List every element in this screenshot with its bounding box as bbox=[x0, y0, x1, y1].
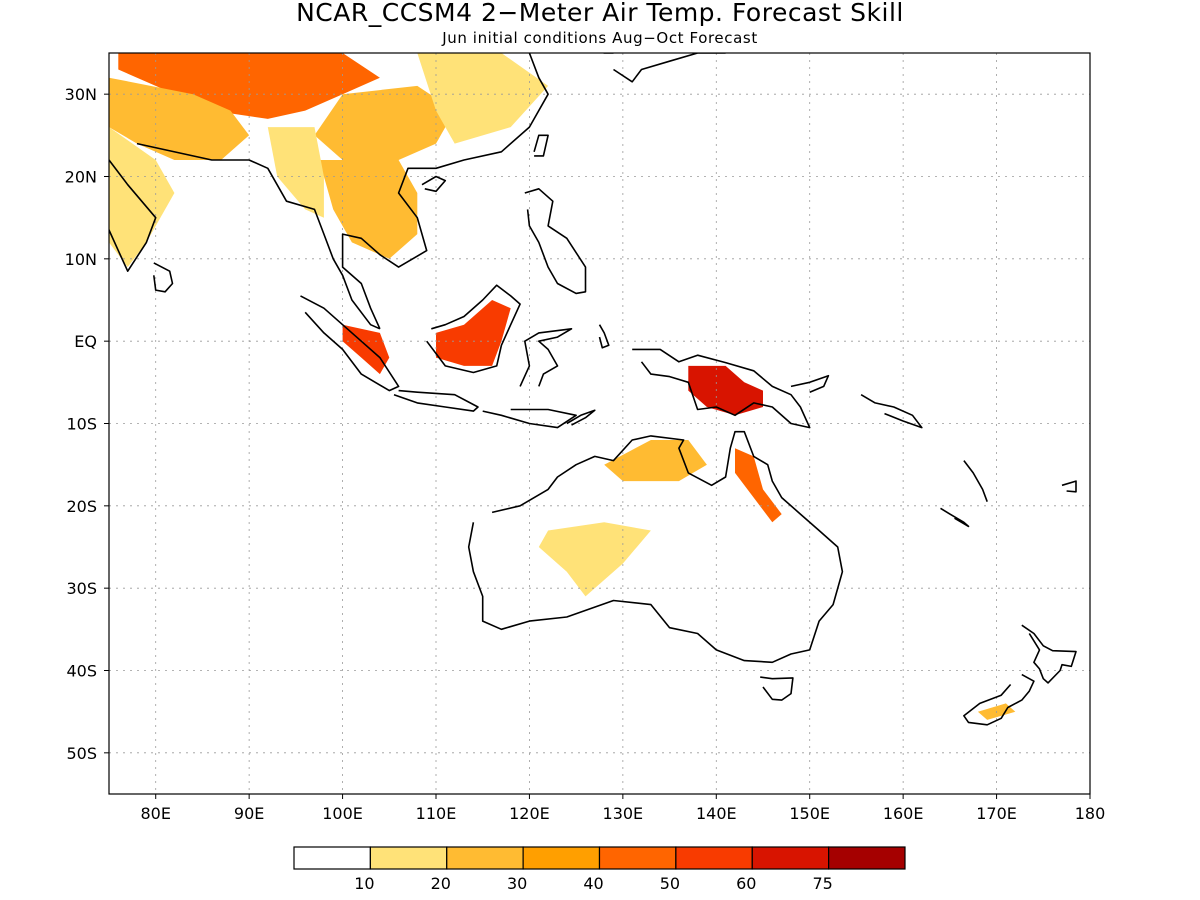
coastline-timor bbox=[566, 409, 596, 426]
lon-tick-label: 150E bbox=[789, 804, 830, 823]
coastline-halmahera bbox=[598, 324, 610, 349]
coastline-sulawesi bbox=[519, 327, 573, 387]
skill-region-india-north bbox=[109, 77, 250, 160]
skill-region-burma bbox=[267, 127, 324, 218]
coastline-java bbox=[393, 389, 479, 412]
skill-region-india-west bbox=[109, 127, 175, 268]
coastline-philippines bbox=[524, 188, 587, 295]
coastline-japan bbox=[613, 53, 726, 83]
lon-tick-label: 90E bbox=[234, 804, 264, 823]
coastline-new-britain bbox=[790, 374, 830, 393]
coastline-korea bbox=[566, 53, 614, 54]
coastline-nz-north bbox=[1021, 624, 1077, 684]
skill-region-australia-north bbox=[604, 440, 707, 482]
lon-tick-label: 160E bbox=[883, 804, 924, 823]
lon-tick-label: 130E bbox=[603, 804, 644, 823]
skill-region-borneo bbox=[436, 300, 511, 366]
coastline-bay-of-bengal bbox=[136, 142, 381, 330]
skill-region-australia-central bbox=[538, 522, 651, 597]
legend-level-label: 10 bbox=[354, 874, 374, 893]
legend-level-label: 40 bbox=[583, 874, 603, 893]
lon-axis: 80E 90E 100E 110E 120E 130E 140E 150E 160E 170E 18… bbox=[140, 794, 1105, 823]
skill-region-indochina bbox=[314, 160, 418, 259]
lat-tick-label: 30S bbox=[66, 579, 97, 598]
legend-level-label: 50 bbox=[660, 874, 680, 893]
lat-tick-label: 10N bbox=[65, 250, 97, 269]
skill-region-new-guinea bbox=[688, 365, 763, 416]
lat-tick-label: EQ bbox=[74, 332, 97, 351]
lat-tick-label: 50S bbox=[66, 744, 97, 763]
lon-tick-label: 170E bbox=[976, 804, 1017, 823]
lon-tick-label: 100E bbox=[322, 804, 363, 823]
coastline-nz-south bbox=[963, 673, 1035, 726]
chart-subtitle: Jun initial conditions Aug−Oct Forecast bbox=[442, 29, 758, 47]
color-legend: 10 20 30 40 50 60 75 bbox=[293, 846, 906, 893]
chart-title: NCAR_CCSM4 2−Meter Air Temp. Forecast Sk… bbox=[296, 0, 904, 27]
coastline-india bbox=[109, 159, 157, 273]
coastline-solomons bbox=[860, 394, 923, 429]
coastline-new-guinea bbox=[632, 348, 811, 429]
coastline-borneo bbox=[426, 284, 521, 374]
legend-swatch bbox=[828, 846, 906, 870]
skill-region-cape-york bbox=[735, 448, 782, 523]
lat-tick-label: 20S bbox=[66, 497, 97, 516]
lon-tick-label: 120E bbox=[509, 804, 550, 823]
coastline-malay-gulf bbox=[341, 53, 549, 330]
legend-swatch bbox=[522, 846, 601, 870]
coastline-tasmania bbox=[760, 676, 794, 701]
skill-region-himalaya-tibet bbox=[118, 53, 380, 119]
coastline-sumatra bbox=[300, 295, 400, 392]
lat-tick-label: 20N bbox=[65, 168, 97, 187]
coastline-vanuatu bbox=[963, 460, 988, 502]
legend-swatch bbox=[293, 846, 371, 870]
lon-tick-label: 180 bbox=[1075, 804, 1106, 823]
legend-swatch bbox=[369, 846, 448, 870]
legend-level-label: 30 bbox=[507, 874, 527, 893]
legend-level-label: 20 bbox=[431, 874, 451, 893]
coastline-taiwan bbox=[533, 134, 549, 157]
legend-swatch bbox=[446, 846, 524, 870]
legend-swatch bbox=[598, 846, 677, 870]
lat-axis: 30N 20N 10N EQ 10S 20S 30S 40S 50S bbox=[65, 85, 109, 763]
coastline-hainan bbox=[421, 175, 447, 193]
skill-region-china-south bbox=[314, 85, 455, 160]
lon-tick-label: 110E bbox=[416, 804, 457, 823]
coastline-new-caledonia bbox=[940, 507, 970, 528]
skill-region-sumatra bbox=[342, 324, 390, 375]
legend-swatch bbox=[751, 846, 830, 870]
skill-region-east-china bbox=[417, 53, 549, 144]
coastline-sri-lanka bbox=[153, 262, 174, 293]
coastline-fiji bbox=[1061, 480, 1077, 493]
lon-tick-label: 80E bbox=[140, 804, 170, 823]
coastline-australia bbox=[467, 430, 844, 664]
legend-swatch bbox=[675, 846, 753, 870]
lon-tick-label: 140E bbox=[696, 804, 737, 823]
grid-lines bbox=[109, 53, 1091, 794]
lat-tick-label: 30N bbox=[65, 85, 97, 104]
legend-level-label: 75 bbox=[812, 874, 832, 893]
coastline-lesser-sunda bbox=[482, 408, 577, 429]
lat-tick-label: 10S bbox=[66, 415, 97, 434]
legend-level-label: 60 bbox=[736, 874, 756, 893]
coastlines bbox=[109, 53, 1077, 726]
skill-shading bbox=[109, 53, 1016, 720]
lat-tick-label: 40S bbox=[66, 662, 97, 681]
